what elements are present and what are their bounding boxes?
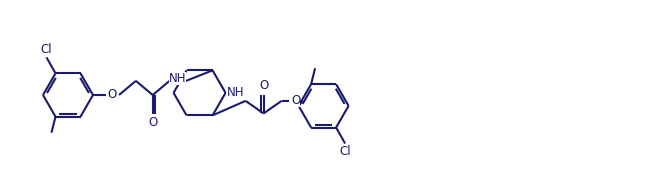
Text: O: O	[148, 116, 157, 129]
Text: NH: NH	[227, 86, 244, 99]
Text: Cl: Cl	[41, 43, 52, 56]
Text: O: O	[108, 89, 117, 102]
Text: Cl: Cl	[339, 145, 351, 158]
Text: NH: NH	[169, 72, 186, 85]
Text: O: O	[259, 79, 268, 92]
Text: O: O	[291, 94, 300, 107]
